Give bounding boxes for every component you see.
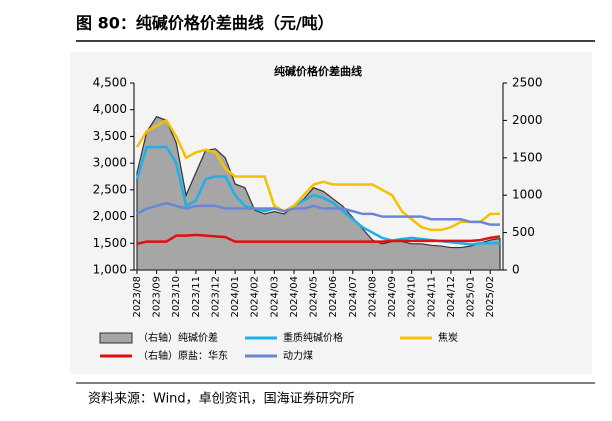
area <box>136 115 501 271</box>
x-tick-label: 2024/07 <box>348 276 359 318</box>
y-tick-label: 2,000 <box>93 209 127 223</box>
line <box>136 201 500 226</box>
x-tick-label: 2025/01 <box>466 276 477 318</box>
legend-label: 重质纯碱价格 <box>283 331 343 344</box>
legend-label: （右轴）纯碱价差 <box>138 331 218 344</box>
x-tick-label: 2023/10 <box>171 276 182 318</box>
y2-tick-label: 2500 <box>512 76 543 90</box>
y-tick-label: 4,000 <box>93 102 127 116</box>
chart-title: 纯碱价格价差曲线 <box>274 64 362 78</box>
x-tick-label: 2024/05 <box>309 276 320 318</box>
x-tick-label: 2023/08 <box>132 276 143 318</box>
line <box>136 233 501 246</box>
y-tick-label: 3,000 <box>93 156 127 170</box>
y2-tick-label: 1500 <box>512 150 543 164</box>
y2-tick-label: 1000 <box>512 188 543 202</box>
legend-swatch <box>99 332 133 344</box>
x-tick-label: 2024/10 <box>407 276 418 318</box>
y2-tick-label: 2000 <box>512 113 543 127</box>
x-tick-label: 2024/01 <box>230 276 241 318</box>
y-tick-label: 1,500 <box>93 236 127 250</box>
legend-label: 动力煤 <box>283 349 313 362</box>
legend-label: 焦炭 <box>438 331 458 344</box>
figure-title: 图 80：纯碱价格价差曲线（元/吨） <box>76 14 334 33</box>
source-note: 资料来源：Wind，卓创资讯，国海证券研究所 <box>88 391 355 407</box>
x-tick-label: 2024/08 <box>367 276 378 318</box>
x-tick-label: 2025/02 <box>485 276 496 318</box>
chart: 1,000 1,500 2,000 2,500 3,000 3,500 4,000 4,500… <box>93 76 543 363</box>
x-tick-label: 2024/02 <box>250 276 261 318</box>
x-tick-label: 2024/11 <box>426 276 437 318</box>
y2-tick-label: 500 <box>512 225 535 239</box>
x-tick-label: 2024/03 <box>269 276 280 318</box>
y-tick-label: 3,500 <box>93 129 127 143</box>
y-tick-label: 4,500 <box>93 76 127 90</box>
x-tick-label: 2023/09 <box>152 276 163 318</box>
x-tick-label: 2023/12 <box>210 276 221 318</box>
line <box>135 118 500 232</box>
x-tick-label: 2024/12 <box>446 276 457 318</box>
y-tick-label: 1,000 <box>93 263 127 277</box>
x-tick-label: 2024/09 <box>387 276 398 318</box>
x-tick-label: 2024/04 <box>289 276 300 318</box>
x-tick-label: 2023/11 <box>191 276 202 318</box>
x-tick-label: 2024/06 <box>328 276 339 318</box>
legend-label: （右轴）原盐：华东 <box>138 349 228 362</box>
y-tick-label: 2,500 <box>93 182 127 196</box>
y2-tick-label: 0 <box>512 263 520 277</box>
